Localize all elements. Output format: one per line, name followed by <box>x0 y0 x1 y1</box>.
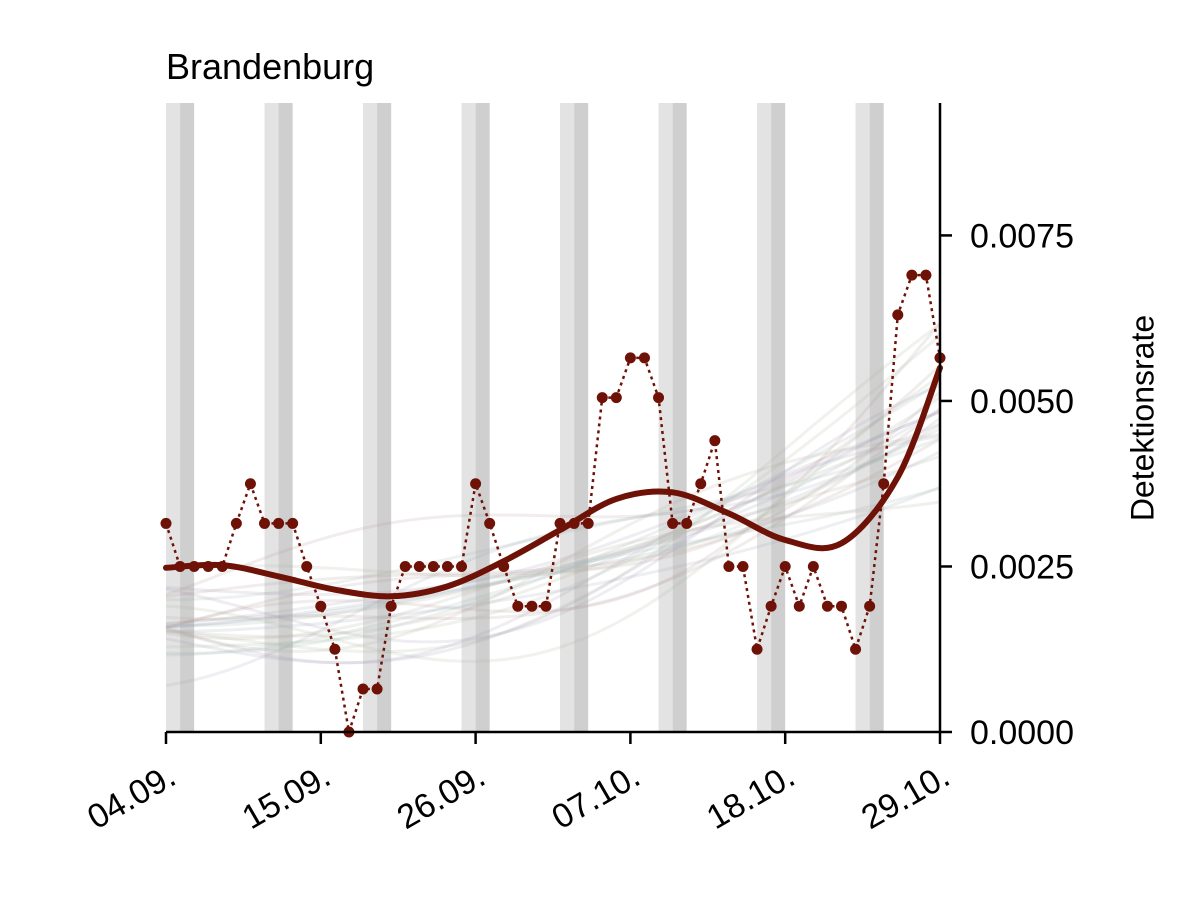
background-series-line <box>165 432 941 653</box>
daily-rate-point <box>892 309 904 321</box>
daily-rate-point <box>230 517 242 529</box>
y-tick-label: 0.0050 <box>970 383 1074 421</box>
x-tick-label: 26.09. <box>391 757 492 837</box>
daily-rate-point <box>315 600 327 612</box>
daily-rate-point <box>779 560 791 572</box>
trend-line <box>163 364 943 600</box>
daily-rate-point <box>582 517 594 529</box>
background-series-line <box>165 486 941 634</box>
background-series-line <box>165 410 941 665</box>
daily-rate-point <box>456 560 468 572</box>
weekend-band <box>771 103 786 732</box>
y-tick-label: 0.0025 <box>970 548 1074 586</box>
background-series-line <box>165 408 941 626</box>
daily-rate-point <box>864 600 876 612</box>
daily-rate-point <box>259 517 271 529</box>
daily-rate-point <box>920 269 932 281</box>
daily-rate-point <box>399 560 411 572</box>
daily-rate-point <box>596 392 608 404</box>
daily-rate-point <box>835 600 847 612</box>
daily-rate-point <box>470 478 482 490</box>
daily-rate-point <box>821 600 833 612</box>
daily-rate-point <box>273 517 285 529</box>
weekend-band <box>166 103 181 732</box>
daily-rate-point <box>681 517 693 529</box>
x-tick-label: 15.09. <box>236 757 337 837</box>
daily-rate-point <box>850 643 862 655</box>
daily-rate-point <box>287 517 299 529</box>
weekend-band <box>574 103 589 732</box>
background-series-line <box>165 334 941 649</box>
background-series-line <box>165 410 941 596</box>
background-series-line <box>165 322 941 654</box>
daily-rate-point <box>484 517 496 529</box>
daily-rate-point <box>906 269 918 281</box>
daily-rate-point <box>244 478 256 490</box>
weekend-band <box>180 103 195 732</box>
daily-rate-line <box>164 273 942 733</box>
daily-rate-point <box>624 352 636 364</box>
background-series-line <box>165 423 941 626</box>
daily-rate-point <box>413 560 425 572</box>
daily-rate-point <box>765 600 777 612</box>
axes: 04.09. 15.09. 26.09. 07.10. 18.10. 29.10. 0.00… <box>81 103 1160 837</box>
daily-rate-point <box>301 560 313 572</box>
daily-rate-point <box>329 643 341 655</box>
background-series-line <box>165 486 941 628</box>
background-series-line <box>165 396 941 657</box>
weekend-band <box>363 103 378 732</box>
weekend-band <box>560 103 575 732</box>
weekend-band <box>757 103 772 732</box>
background-series-line <box>165 380 941 655</box>
daily-rate-point <box>695 478 707 490</box>
daily-rate-point <box>751 643 763 655</box>
background-series-line <box>165 322 942 630</box>
chart-title: Brandenburg <box>166 46 375 87</box>
background-series-line <box>165 375 941 663</box>
daily-rate-point <box>638 352 650 364</box>
daily-rate-point <box>160 517 172 529</box>
weekend-band <box>658 103 673 732</box>
x-tick-label: 07.10. <box>546 757 647 837</box>
background-series-line <box>165 422 941 638</box>
daily-rate-point <box>878 478 890 490</box>
daily-rate-point <box>667 517 679 529</box>
weekend-band <box>855 103 870 732</box>
background-series-line <box>165 427 941 578</box>
weekend-bands <box>166 103 884 732</box>
x-tick-label: 18.10. <box>700 757 801 837</box>
daily-rate-point <box>723 560 735 572</box>
background-series-line <box>165 434 941 665</box>
x-tick-label: 04.09. <box>81 757 182 837</box>
daily-rate-point <box>610 392 622 404</box>
weekend-band <box>377 103 392 732</box>
daily-rate-point <box>807 560 819 572</box>
y-tick-label: 0.0000 <box>970 714 1074 752</box>
daily-rate-point <box>653 392 665 404</box>
daily-rate-point <box>737 560 749 572</box>
background-series-line <box>165 383 941 644</box>
background-series-line <box>165 450 941 629</box>
daily-rate-point <box>441 560 453 572</box>
daily-rate-point <box>357 683 369 695</box>
daily-rate-point <box>793 600 805 612</box>
daily-rate-point <box>512 600 524 612</box>
daily-rate-point <box>385 600 397 612</box>
background-series-line <box>165 364 942 597</box>
daily-rate-point <box>427 560 439 572</box>
x-tick-label: 29.10. <box>855 757 956 837</box>
daily-rate-point <box>709 435 721 447</box>
background-series-line <box>165 454 941 621</box>
daily-rate-point <box>371 683 383 695</box>
y-tick-label: 0.0075 <box>970 217 1074 255</box>
weekend-band <box>869 103 884 732</box>
weekend-band <box>672 103 687 732</box>
daily-rate-point <box>526 600 538 612</box>
y-axis-label: Detektionsrate <box>1124 315 1160 521</box>
daily-rate-point <box>540 600 552 612</box>
